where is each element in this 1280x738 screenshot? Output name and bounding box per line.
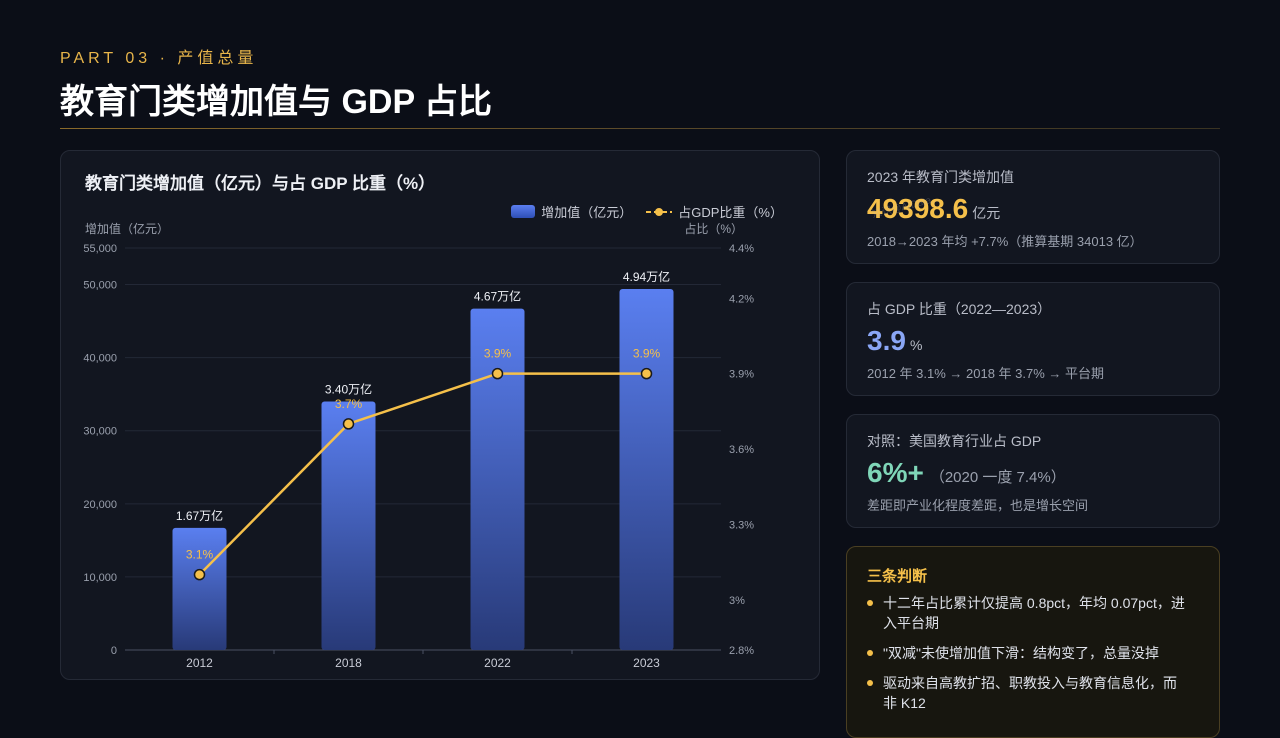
x-tick-label: 2022: [484, 656, 511, 670]
card-value: 6%+ （2020 一度 7.4%）: [867, 457, 1066, 489]
y-tick-label: 10,000: [83, 572, 117, 584]
card-value-number: 49398.6: [867, 193, 969, 224]
y2-axis-title: 占比（%）: [684, 222, 743, 236]
bar-data-label: 4.94万亿: [623, 269, 670, 284]
card-sub: 2012 年 3.1% → 2018 年 3.7% → 平台期: [867, 366, 1104, 381]
legend-item-line: 占GDP比重（%）: [646, 202, 783, 221]
card-unit: 亿元: [972, 205, 1001, 221]
card-value-number: 6%+: [867, 457, 924, 488]
bar-data-label: 1.67万亿: [176, 508, 223, 523]
card-note: （2020 一度 7.4%）: [929, 469, 1066, 486]
y2-tick-label: 3.3%: [729, 519, 754, 531]
page-title: 教育门类增加值与 GDP 占比: [60, 83, 492, 121]
bar: [172, 527, 227, 650]
y2-tick-label: 2.8%: [729, 645, 754, 657]
gdp-share-point: [491, 367, 504, 380]
y-tick-label: 40,000: [83, 353, 117, 365]
y-tick-label: 55,000: [83, 243, 117, 255]
x-tick-label: 2012: [186, 656, 213, 670]
card-sub: 2018→2023 年均 +7.7%（推算基期 34013 亿）: [867, 234, 1143, 249]
chart-legend: 增加值（亿元） 占GDP比重（%）: [511, 202, 783, 221]
card-value-number: 3.9: [867, 325, 906, 356]
bar-data-label: 4.67万亿: [474, 289, 521, 304]
section-eyebrow: PART 03 · 产值总量: [60, 50, 258, 67]
legend-bar-label: 增加值（亿元）: [541, 205, 633, 220]
chart-panel: 教育门类增加值（亿元）与占 GDP 比重（%） 增加值（亿元） 占GDP比重（%…: [60, 150, 820, 680]
y2-tick-label: 4.4%: [729, 243, 754, 255]
card-label: 2023 年教育门类增加值: [867, 169, 1015, 185]
y-tick-label: 50,000: [83, 280, 117, 292]
y-axis-title: 增加值（亿元）: [85, 222, 170, 236]
bar: [321, 401, 376, 650]
gdp-share-point: [640, 367, 653, 380]
card-sub: 差距即产业化程度差距，也是增长空间: [867, 498, 1089, 513]
y2-tick-label: 4.2%: [729, 293, 754, 305]
bar-data-label: 3.40万亿: [325, 381, 372, 396]
gdp-share-label: 3.9%: [633, 347, 661, 361]
gdp-share-label: 3.7%: [335, 397, 363, 411]
judgement-item: "双减"未使增加值下滑：结构变了，总量没掉: [867, 643, 1187, 663]
judgements-list: 十二年占比累计仅提高 0.8pct，年均 0.07pct，进入平台期 "双减"未…: [867, 593, 1187, 723]
card-label: 占 GDP 比重（2022—2023）: [867, 301, 1052, 317]
card-gdp-share: 占 GDP 比重（2022—2023） 3.9% 2012 年 3.1% → 2…: [846, 282, 1220, 396]
gdp-share-label: 3.9%: [484, 347, 512, 361]
gdp-share-label: 3.1%: [186, 548, 214, 562]
legend-bar-swatch: [511, 205, 536, 218]
bar: [619, 288, 674, 650]
card-value: 49398.6 亿元: [867, 193, 1000, 225]
judgement-item: 驱动来自高教扩招、职教投入与教育信息化，而非 K12: [867, 673, 1187, 713]
card-value-2023: 2023 年教育门类增加值 49398.6 亿元 2018→2023 年均 +7.…: [846, 150, 1220, 264]
y2-tick-label: 3.9%: [729, 369, 754, 381]
legend-line-swatch: [646, 207, 673, 216]
y2-tick-label: 3%: [729, 595, 745, 607]
judgements-title: 三条判断: [867, 568, 928, 585]
x-tick-label: 2023: [633, 656, 660, 670]
gdp-share-point: [193, 568, 206, 581]
card-value: 3.9%: [867, 325, 922, 357]
y-tick-label: 20,000: [83, 499, 117, 511]
judgements-panel: 三条判断 十二年占比累计仅提高 0.8pct，年均 0.07pct，进入平台期 …: [846, 546, 1220, 738]
legend-item-bar: 增加值（亿元）: [511, 202, 632, 221]
title-divider: [60, 128, 1220, 129]
card-label: 对照：美国教育行业占 GDP: [867, 433, 1042, 449]
x-tick-label: 2018: [335, 656, 362, 670]
card-unit: %: [909, 337, 923, 353]
y-tick-label: 30,000: [83, 426, 117, 438]
judgement-item: 十二年占比累计仅提高 0.8pct，年均 0.07pct，进入平台期: [867, 593, 1187, 633]
chart-title: 教育门类增加值（亿元）与占 GDP 比重（%）: [85, 174, 436, 193]
gdp-share-line: [198, 372, 647, 576]
chart-plot: 0 10,000 20,000 30,000 40,000 50,000 55,000 2.8…: [83, 243, 754, 670]
gdp-share-point: [342, 418, 355, 430]
bar: [470, 308, 525, 650]
y-tick-label: 0: [111, 645, 117, 657]
y2-tick-label: 3.6%: [729, 444, 754, 456]
card-us-compare: 对照：美国教育行业占 GDP 6%+ （2020 一度 7.4%） 差距即产业化程…: [846, 414, 1220, 528]
legend-line-label: 占GDP比重（%）: [678, 205, 783, 220]
